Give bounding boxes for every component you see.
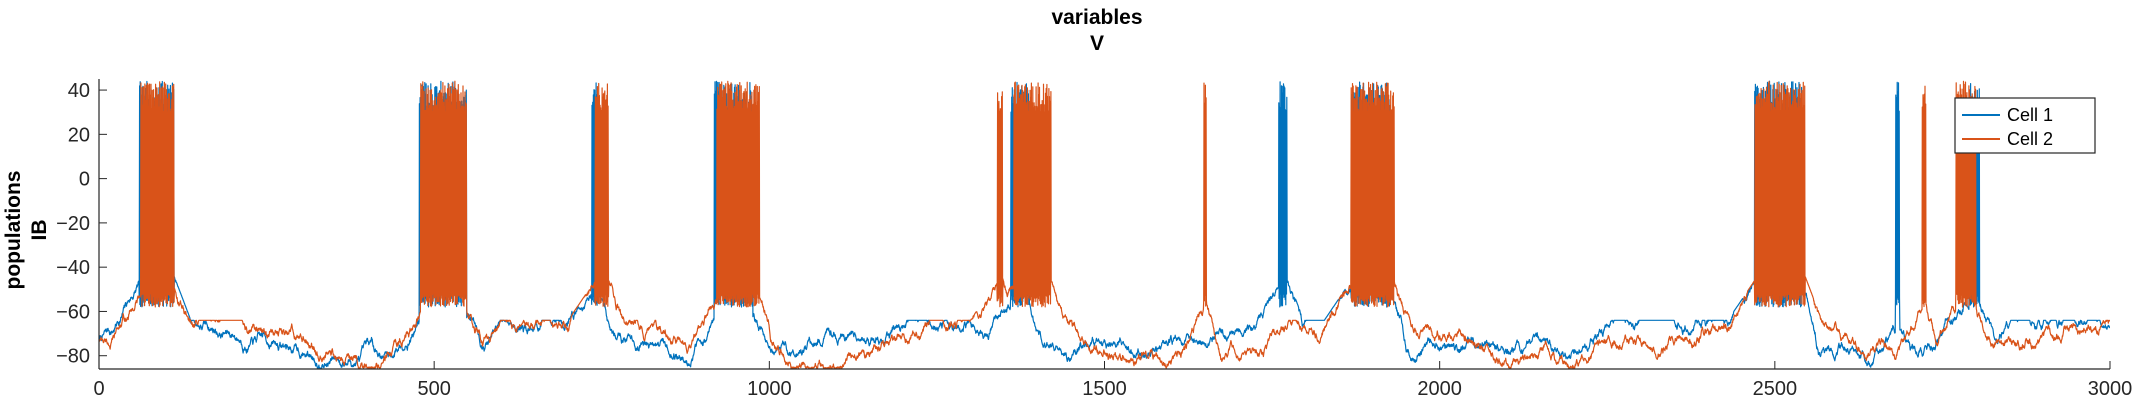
- x-tick-label: 500: [417, 378, 450, 400]
- series-line-cell-1: [99, 80, 2110, 369]
- x-tick-label: 2500: [1753, 378, 1798, 400]
- y-tick-label: 40: [68, 80, 90, 102]
- y-axis-label-line-2: IB: [28, 220, 51, 241]
- x-ticks: 0 500 1000 1500 2000 2500 3000: [93, 361, 2132, 400]
- chart-title-line-1: variables: [1051, 6, 1142, 29]
- x-tick-label: 3000: [2088, 378, 2133, 400]
- x-tick-label: 0: [93, 378, 104, 400]
- y-tick-label: −20: [56, 213, 90, 235]
- y-ticks: −80 −60 −40 −20 0 20 40: [56, 80, 107, 368]
- x-tick-label: 1000: [747, 378, 792, 400]
- y-tick-label: 20: [68, 124, 90, 146]
- chart-title-line-2: V: [1090, 32, 1104, 55]
- legend-label-cell-2: Cell 2: [2007, 129, 2053, 149]
- legend-box: [1954, 97, 2096, 154]
- y-tick-label: −40: [56, 257, 90, 279]
- y-tick-label: −60: [56, 301, 90, 323]
- y-axis-label-line-1: populations: [2, 171, 25, 290]
- y-axis-label: populations IB: [2, 171, 51, 290]
- x-tick-label: 1500: [1082, 378, 1127, 400]
- series-line-cell-2: [99, 80, 2110, 369]
- axes: [98, 79, 2110, 370]
- y-tick-label: 0: [79, 169, 90, 191]
- legend-label-cell-1: Cell 1: [2007, 105, 2053, 125]
- legend: Cell 1 Cell 2: [1954, 97, 2096, 154]
- x-tick-label: 2000: [1417, 378, 1462, 400]
- y-tick-label: −80: [56, 346, 90, 368]
